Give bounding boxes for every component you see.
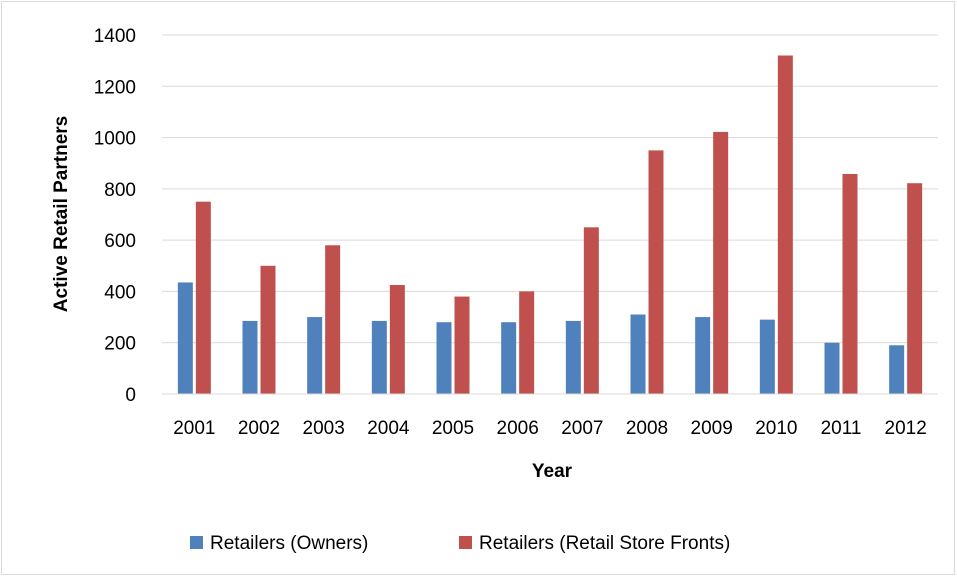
bar-store-fronts-2008 [649, 150, 664, 394]
bar-store-fronts-2010 [778, 56, 793, 394]
legend-label-owners: Retailers (Owners) [210, 533, 368, 554]
y-tick-label: 1200 [94, 77, 136, 98]
bar-store-fronts-2009 [713, 132, 728, 394]
bar-owners-2011 [825, 343, 840, 394]
x-axis-ticks: 2001 2002 2003 2004 2005 2006 2007 2008 2009 2010… [173, 418, 927, 439]
bar-owners-2003 [307, 317, 322, 394]
bar-owners-2012 [889, 345, 904, 394]
x-tick-label: 2009 [691, 418, 733, 439]
legend-label-store-fronts: Retailers (Retail Store Fronts) [479, 533, 730, 554]
x-tick-label: 2007 [561, 418, 603, 439]
bar-owners-2001 [178, 282, 193, 394]
bar-owners-2006 [501, 322, 516, 394]
bar-store-fronts-2006 [519, 291, 534, 394]
gridlines [162, 35, 938, 343]
x-tick-label: 2005 [432, 418, 474, 439]
x-tick-label: 2011 [821, 418, 862, 439]
x-tick-label: 2012 [885, 418, 927, 439]
bar-owners-2005 [437, 322, 452, 394]
bar-store-fronts-2003 [325, 245, 340, 394]
bar-store-fronts-2011 [843, 174, 858, 394]
x-tick-label: 2010 [755, 418, 797, 439]
x-tick-label: 2003 [303, 418, 345, 439]
bar-owners-2007 [566, 321, 581, 394]
bar-store-fronts-2007 [584, 227, 599, 394]
x-tick-label: 2008 [626, 418, 668, 439]
legend: Retailers (Owners) Retailers (Retail Sto… [190, 533, 730, 554]
x-tick-label: 2004 [367, 418, 410, 439]
bars [178, 56, 922, 394]
x-tick-label: 2002 [238, 418, 280, 439]
y-tick-label: 800 [104, 180, 136, 201]
bar-owners-2009 [695, 317, 710, 394]
bar-owners-2002 [243, 321, 258, 394]
bar-store-fronts-2001 [196, 202, 211, 394]
bar-owners-2010 [760, 320, 775, 394]
legend-swatch-owners [190, 536, 203, 549]
bar-store-fronts-2002 [261, 266, 276, 394]
y-tick-label: 400 [104, 282, 136, 303]
x-tick-label: 2006 [497, 418, 539, 439]
bar-owners-2008 [631, 315, 646, 394]
x-tick-label: 2001 [173, 418, 215, 439]
x-axis-title: Year [532, 461, 573, 482]
y-tick-label: 600 [104, 231, 136, 252]
legend-swatch-store-fronts [459, 536, 472, 549]
bar-store-fronts-2005 [455, 297, 470, 394]
bar-store-fronts-2004 [390, 285, 405, 394]
bar-owners-2004 [372, 321, 387, 394]
y-tick-label: 1400 [94, 26, 136, 47]
y-axis-ticks: 0 200 400 600 800 1000 1200 1400 [94, 26, 136, 406]
y-tick-label: 1000 [94, 129, 136, 150]
bar-store-fronts-2012 [907, 183, 922, 394]
y-tick-label: 200 [104, 334, 136, 355]
y-axis-title: Active Retail Partners [51, 116, 72, 312]
y-tick-label: 0 [125, 385, 136, 406]
